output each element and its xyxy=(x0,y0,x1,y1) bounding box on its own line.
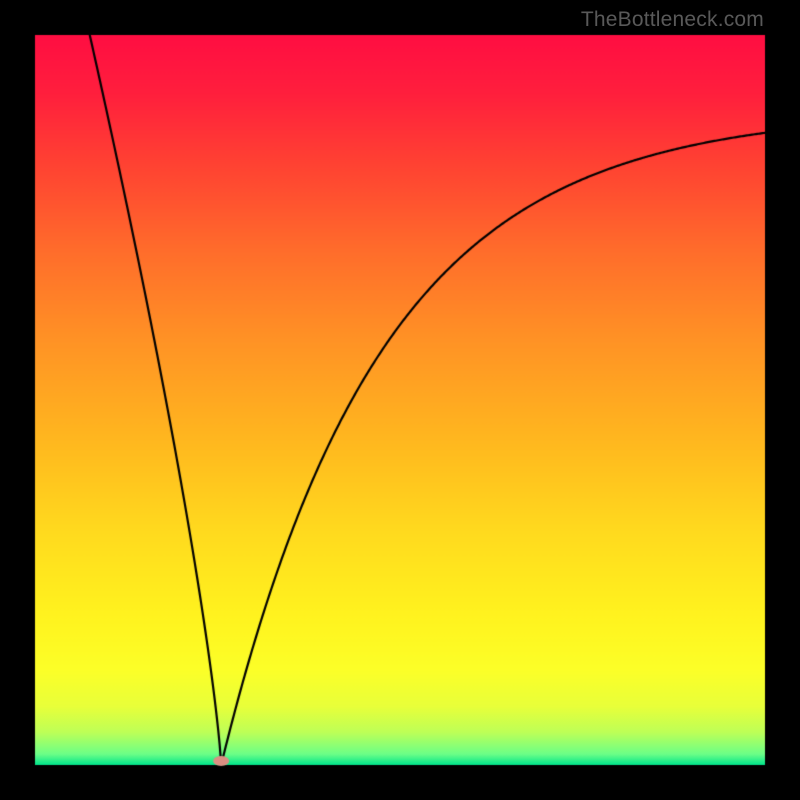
bottleneck-curve xyxy=(0,0,800,800)
watermark-text: TheBottleneck.com xyxy=(581,8,764,32)
chart-stage: TheBottleneck.com xyxy=(0,0,800,800)
